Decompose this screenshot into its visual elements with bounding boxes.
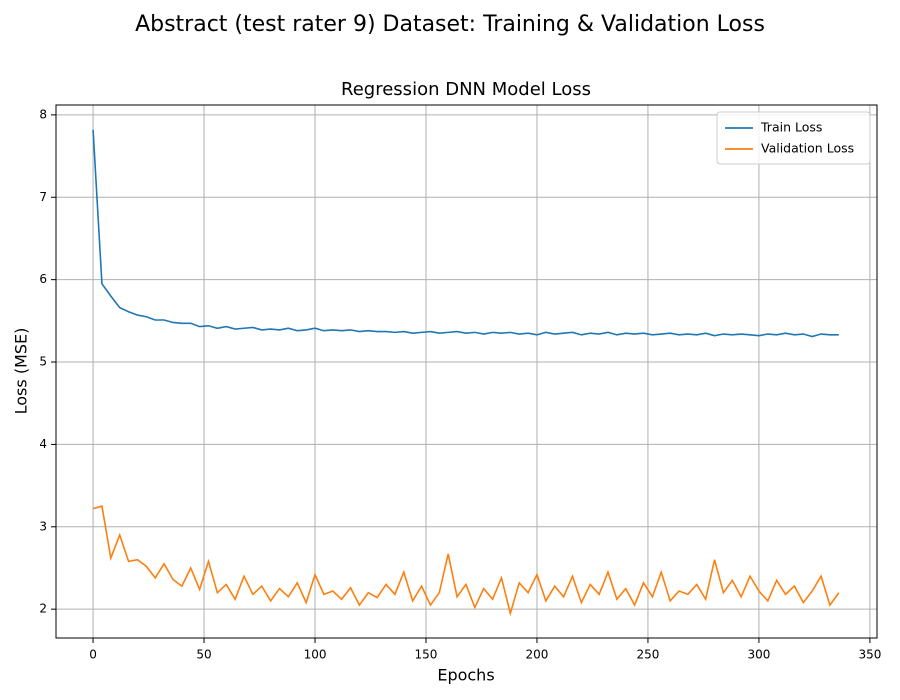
x-tick-label: 350: [858, 648, 881, 662]
legend-label: Train Loss: [760, 120, 822, 135]
y-axis-label: Loss (MSE): [12, 328, 31, 415]
chart-title: Regression DNN Model Loss: [341, 79, 591, 100]
x-tick-label: 200: [526, 648, 549, 662]
y-tick-label: 7: [39, 190, 47, 204]
legend: Train Loss Validation Loss: [716, 111, 871, 165]
y-tick-label: 6: [39, 272, 47, 286]
data-line: [92, 129, 839, 338]
y-tick-label: 3: [39, 519, 47, 533]
plot-frame: [55, 104, 878, 639]
data-line: [92, 505, 840, 617]
x-tick-label: 300: [747, 648, 770, 662]
x-tick-label: 100: [304, 648, 327, 662]
legend-box: [716, 111, 871, 165]
x-axis-label: Epochs: [437, 666, 494, 685]
x-tick-label: 0: [89, 648, 97, 662]
y-tick-label: 2: [39, 602, 47, 616]
y-tick-label: 8: [39, 107, 47, 121]
y-tick-label: 4: [39, 437, 47, 451]
y-tick-label: 5: [39, 355, 47, 369]
x-tick-label: 50: [196, 648, 211, 662]
x-tick-label: 150: [415, 648, 438, 662]
x-tick-label: 250: [636, 648, 659, 662]
legend-label: Validation Loss: [761, 141, 854, 156]
suptitle: Abstract (test rater 9) Dataset: Trainin…: [135, 12, 765, 37]
